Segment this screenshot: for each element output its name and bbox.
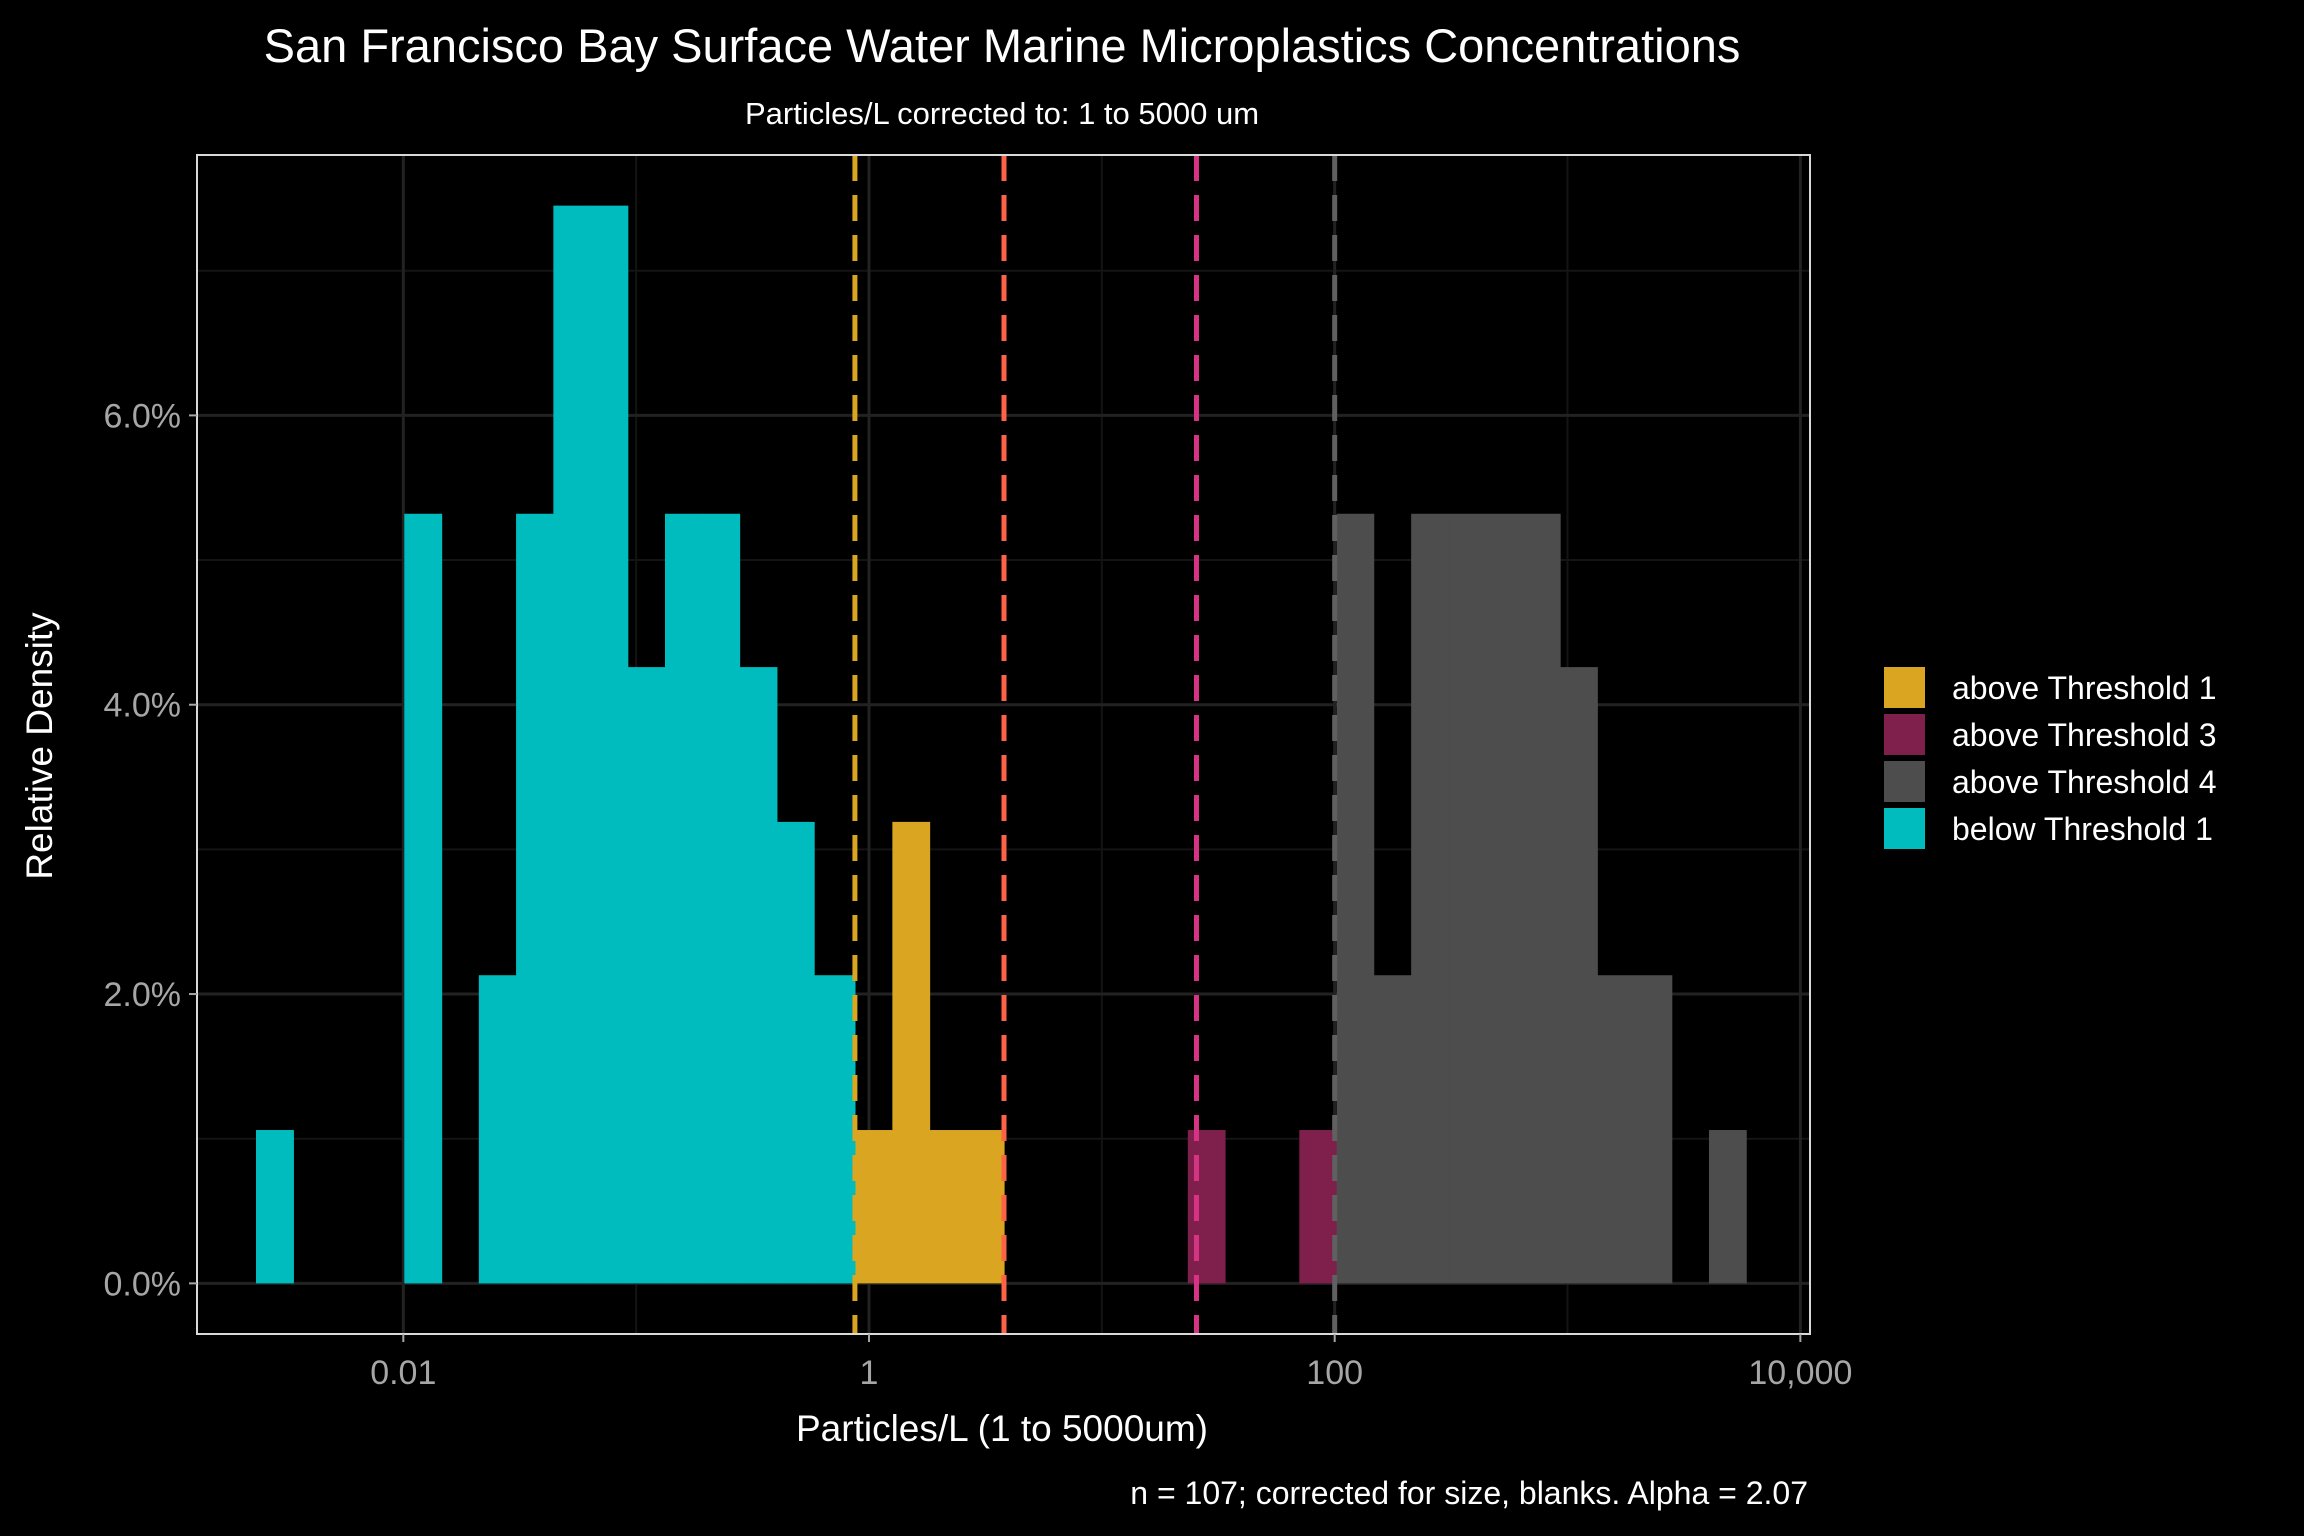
bar — [1485, 513, 1524, 1284]
legend-key — [1884, 667, 1925, 708]
bar — [404, 513, 443, 1284]
bar — [966, 1130, 1005, 1284]
bar — [814, 975, 852, 1284]
bar — [516, 513, 554, 1284]
legend-label: above Threshold 4 — [1952, 764, 2216, 800]
y-axis-ticks: 0.0% 2.0% 4.0% 6.0% — [104, 397, 197, 1303]
bar — [1187, 1130, 1226, 1284]
bar — [739, 667, 778, 1284]
legend-label: above Threshold 3 — [1952, 717, 2216, 753]
x-tick-label: 10,000 — [1748, 1354, 1852, 1392]
bar — [892, 821, 931, 1284]
y-tick-label: 0.0% — [104, 1265, 182, 1303]
chart-title: San Francisco Bay Surface Water Marine M… — [264, 19, 1741, 72]
chart-subtitle: Particles/L corrected to: 1 to 5000 um — [745, 96, 1259, 131]
bar — [929, 1130, 968, 1284]
bar — [1411, 513, 1450, 1284]
x-axis-ticks: 0.01 1 100 10,000 — [370, 1334, 1852, 1392]
bar — [478, 975, 517, 1284]
legend-key — [1884, 714, 1925, 755]
plot-panel — [196, 154, 1811, 1335]
x-axis-label: Particles/L (1 to 5000um) — [796, 1408, 1208, 1449]
threshold-lines — [852, 155, 1338, 1334]
histogram-bars — [256, 205, 1747, 1284]
legend-key — [1884, 761, 1925, 802]
chart-caption: n = 107; corrected for size, blanks. Alp… — [1130, 1475, 1808, 1511]
bar — [1373, 975, 1412, 1284]
y-tick-label: 2.0% — [104, 976, 182, 1014]
y-tick-label: 6.0% — [104, 397, 182, 435]
bar — [702, 513, 741, 1284]
legend-label: above Threshold 1 — [1952, 670, 2216, 706]
bar — [1448, 513, 1487, 1284]
bar — [1336, 513, 1375, 1284]
bar — [553, 205, 592, 1284]
bar — [627, 667, 666, 1284]
bar — [664, 513, 703, 1284]
x-tick-label: 0.01 — [370, 1354, 436, 1392]
panel-border — [196, 154, 1811, 1335]
x-tick-label: 1 — [860, 1354, 879, 1392]
bar — [1597, 975, 1636, 1284]
y-tick-label: 4.0% — [104, 687, 182, 725]
bar — [1708, 1130, 1747, 1284]
x-tick-label: 100 — [1306, 1354, 1363, 1392]
bar — [776, 821, 815, 1284]
bar — [1522, 513, 1561, 1284]
bar — [854, 1130, 893, 1284]
legend: above Threshold 1 above Threshold 3 above … — [1884, 667, 2216, 849]
bar — [590, 205, 629, 1284]
bar — [1560, 667, 1598, 1284]
legend-key — [1884, 808, 1925, 849]
bar — [256, 1130, 294, 1284]
bar — [1634, 975, 1673, 1284]
y-axis-label: Relative Density — [19, 612, 60, 880]
bar — [1299, 1130, 1338, 1284]
legend-label: below Threshold 1 — [1952, 811, 2213, 847]
